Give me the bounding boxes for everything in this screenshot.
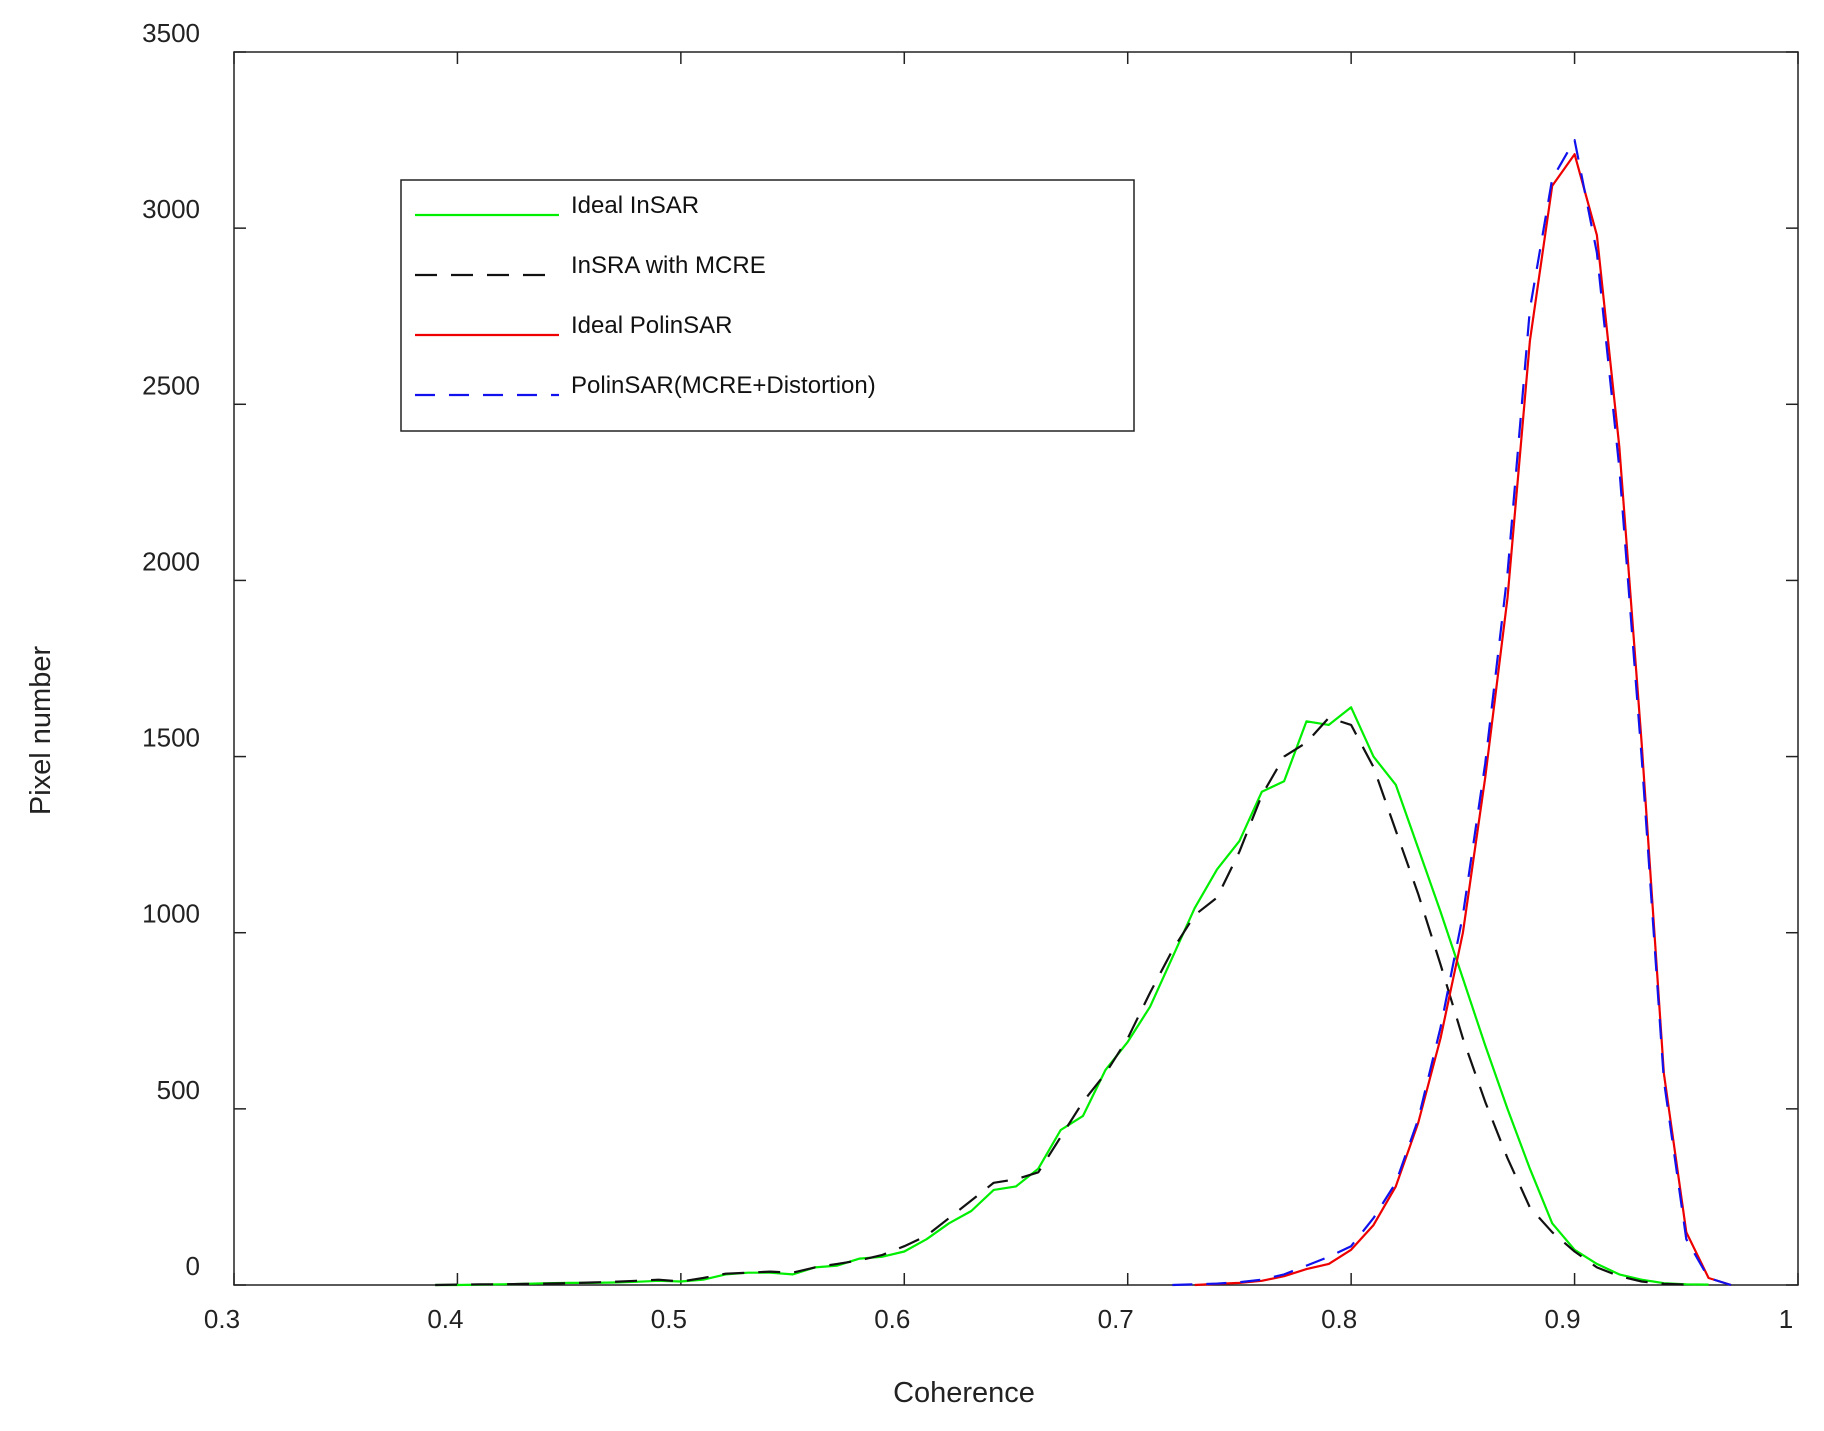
y-tick-label: 2500 bbox=[142, 370, 200, 400]
x-tick-label: 0.8 bbox=[1321, 1304, 1357, 1334]
legend-label-3: Ideal PolinSAR bbox=[571, 312, 732, 339]
x-tick-label: 0.3 bbox=[204, 1304, 240, 1334]
x-tick-label: 0.4 bbox=[427, 1304, 463, 1334]
y-tick-label: 2000 bbox=[142, 546, 200, 576]
y-tick-label: 3500 bbox=[142, 18, 200, 48]
legend-label-1: Ideal InSAR bbox=[571, 192, 699, 219]
y-tick-label: 1000 bbox=[142, 899, 200, 929]
series-line-1 bbox=[435, 706, 1709, 1287]
y-tick-label: 1500 bbox=[142, 723, 200, 753]
legend: Ideal InSAR InSRA with MCRE Ideal PolinSAR… bbox=[400, 179, 1135, 432]
x-tick-label: 1 bbox=[1779, 1304, 1793, 1334]
y-tick-label: 500 bbox=[157, 1075, 200, 1105]
x-axis: 0.3 0.4 0.5 0.6 0.7 0.8 0.9 1 bbox=[204, 52, 1799, 1334]
x-axis-title: Coherence bbox=[893, 1377, 1035, 1409]
y-axis-title: Pixel number bbox=[25, 646, 57, 816]
x-tick-label: 0.5 bbox=[651, 1304, 687, 1334]
x-tick-label: 0.9 bbox=[1544, 1304, 1580, 1334]
series-line-3 bbox=[1194, 153, 1732, 1287]
legend-label-4: PolinSAR(MCRE+Distortion) bbox=[571, 372, 876, 399]
y-tick-label: 0 bbox=[186, 1251, 200, 1281]
series-line-4 bbox=[1172, 139, 1732, 1287]
legend-label-2: InSRA with MCRE bbox=[571, 252, 766, 279]
y-tick-label: 3000 bbox=[142, 194, 200, 224]
series-layer bbox=[435, 139, 1732, 1287]
x-tick-label: 0.7 bbox=[1098, 1304, 1134, 1334]
legend-box bbox=[400, 179, 1135, 432]
plot-frame bbox=[233, 51, 1799, 1286]
x-tick-label: 0.6 bbox=[874, 1304, 910, 1334]
y-axis: 0 500 1000 1500 2000 2500 3000 3500 bbox=[142, 18, 1798, 1286]
